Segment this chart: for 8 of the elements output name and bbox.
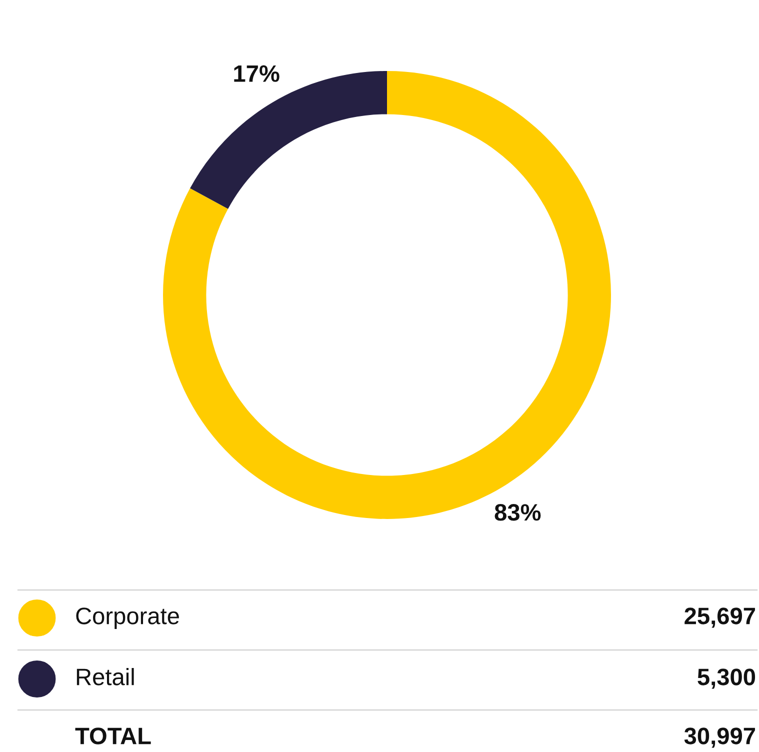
legend-label: Retail [76,668,134,686]
text: TOTAL [75,728,151,744]
data-label: 5,300 [698,668,756,689]
data-label: 25,697 [684,608,755,628]
legend-label: Corporate [76,608,179,630]
text: 83% [494,504,541,521]
text: 30,997 [684,728,755,748]
text: 17% [234,65,280,82]
